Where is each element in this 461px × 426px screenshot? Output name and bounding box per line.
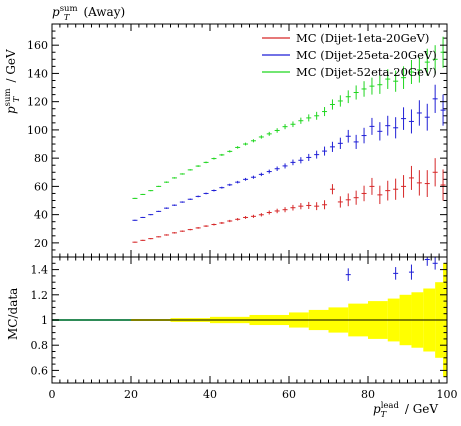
main-x-ticks — [51, 24, 448, 257]
y-tick-label: 40 — [34, 209, 48, 222]
y-tick-label: 0.6 — [31, 364, 49, 377]
y-tick-label: 1.4 — [31, 264, 49, 277]
y-tick-label: 80 — [34, 152, 48, 165]
chart-title: psum T (Away) — [52, 4, 125, 23]
legend-label: MC (Dijet-1eta-20GeV) — [296, 31, 429, 45]
ratio-y-axis: 0.6 0.8 1 1.2 1.4 — [31, 256, 447, 384]
y-tick-label: 1 — [41, 314, 48, 327]
y-tick-label: 60 — [34, 180, 48, 193]
series-2 — [132, 84, 446, 221]
x-tick-label: 20 — [124, 388, 138, 401]
y-tick-label: 100 — [27, 124, 48, 137]
x-tick-label: 40 — [203, 388, 217, 401]
ratio-y-axis-title-group: MC/data — [6, 288, 20, 340]
y-tick-label: 140 — [27, 67, 48, 80]
ratio-x-axis: 0 20 40 60 80 100 — [49, 257, 458, 401]
y-tick-label: 0.8 — [31, 339, 49, 352]
y-tick-label: 120 — [27, 96, 48, 109]
main-y-axis-title: psumT / GeV — [3, 49, 22, 114]
legend-label: MC (Dijet-25eta-20GeV) — [296, 48, 437, 62]
main-y-axis-title-group: psumT / GeV — [3, 49, 22, 114]
series-1 — [132, 158, 446, 243]
x-tick-label: 60 — [282, 388, 296, 401]
legend-label: MC (Dijet-52eta-20GeV) — [296, 65, 437, 79]
x-tick-label: 0 — [49, 388, 56, 401]
y-tick-label: 1.2 — [31, 289, 49, 302]
legend: MC (Dijet-1eta-20GeV) MC (Dijet-25eta-20G… — [262, 31, 437, 79]
x-axis-title: plead T / GeV — [373, 401, 438, 420]
y-tick-label: 20 — [34, 237, 48, 250]
y-tick-label: 160 — [27, 39, 48, 52]
series-3 — [132, 36, 446, 199]
ratio-panel-data — [52, 257, 447, 377]
x-tick-label: 100 — [437, 388, 458, 401]
main-panel-data — [132, 36, 446, 243]
x-tick-label: 80 — [361, 388, 375, 401]
ratio-y-axis-title: MC/data — [6, 288, 20, 340]
main-y-axis: 20 40 60 80 100 120 140 160 — [27, 23, 447, 258]
